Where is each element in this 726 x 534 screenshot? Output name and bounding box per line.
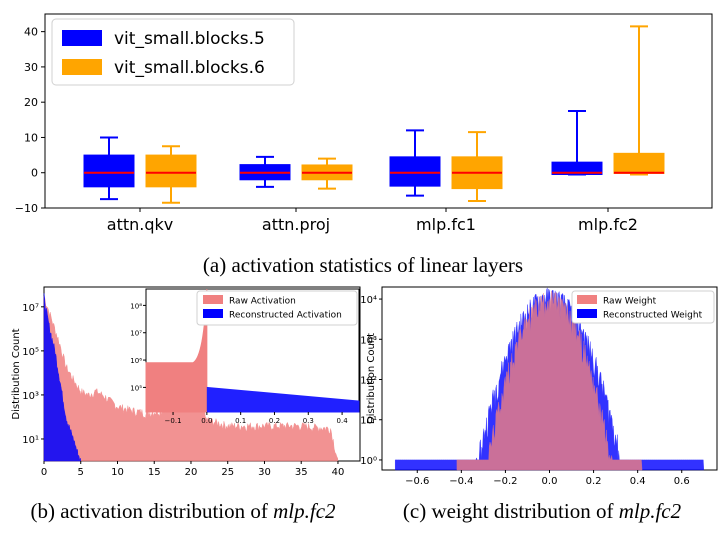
box-vit_small.blocks.6-mlp.fc2 xyxy=(613,25,665,176)
legend-label: vit_small.blocks.6 xyxy=(114,58,265,78)
x-tick-label-b: 25 xyxy=(221,467,234,478)
y-tick-label-c: 10⁴ xyxy=(360,295,377,306)
y-tick-label-b: 10⁵ xyxy=(22,347,39,358)
legend-swatch xyxy=(577,295,597,304)
legend-swatch xyxy=(577,309,597,318)
caption-c: (c) weight distribution of mlp.fc2 xyxy=(403,499,682,523)
x-tick-label-c: −0.4 xyxy=(449,476,473,487)
box-vit_small.blocks.5-mlp.fc1 xyxy=(389,129,441,197)
x-tick-label-b: 15 xyxy=(148,467,161,478)
y-tick-label-a: 40 xyxy=(24,26,38,39)
legend-b: Raw Activation Reconstructed Activation xyxy=(196,290,358,326)
legend-label: Reconstructed Weight xyxy=(603,311,703,321)
x-tick-label-c: 0.2 xyxy=(586,476,602,487)
inset-raw-overlay xyxy=(146,289,207,412)
inset-x-tick-label: 0.3 xyxy=(303,417,314,425)
inset-y-tick-label: 10⁷ xyxy=(130,330,142,338)
y-tick-label-c: 10² xyxy=(360,376,377,387)
x-tick-label-c: −0.2 xyxy=(493,476,517,487)
y-tick-label-c: 10¹ xyxy=(360,416,377,427)
inset-y-tick-label: 10⁸ xyxy=(130,302,142,310)
inset-y-tick-label: 10⁵ xyxy=(130,384,142,392)
box-body xyxy=(551,161,603,175)
x-tick-label-b: 20 xyxy=(185,467,198,478)
caption-a: (a) activation statistics of linear laye… xyxy=(203,253,523,277)
legend-frame xyxy=(196,290,358,326)
y-tick-label-c: 10⁰ xyxy=(360,456,377,467)
x-tick-label-attn.qkv: attn.qkv xyxy=(107,215,173,234)
legend-label: Reconstructed Activation xyxy=(229,311,342,321)
box-body xyxy=(613,152,665,174)
x-tick-label-c: 0.0 xyxy=(542,476,558,487)
x-tick-label-attn.proj: attn.proj xyxy=(262,215,330,234)
y-tick-label-a: 10 xyxy=(24,131,38,144)
y-tick-label-b: 10¹ xyxy=(22,435,39,446)
y-axis-label-b: Distribution Count xyxy=(11,328,22,419)
box-vit_small.blocks.6-attn.proj xyxy=(301,157,353,190)
x-tick-label-mlp.fc1: mlp.fc1 xyxy=(416,215,476,234)
x-tick-label-b: 35 xyxy=(295,467,308,478)
y-tick-label-b: 10³ xyxy=(22,391,39,402)
y-tick-label-c: 10³ xyxy=(360,335,377,346)
x-tick-label-c: 0.6 xyxy=(674,476,690,487)
legend-label: vit_small.blocks.5 xyxy=(114,29,265,49)
box-vit_small.blocks.5-attn.qkv xyxy=(83,136,135,201)
inset-x-tick-label: 0.2 xyxy=(269,417,280,425)
x-tick-label-b: 0 xyxy=(41,467,47,478)
x-tick-label-c: 0.4 xyxy=(630,476,646,487)
x-tick-label-mlp.fc2: mlp.fc2 xyxy=(578,215,638,234)
caption-b: (b) activation distribution of mlp.fc2 xyxy=(30,499,336,523)
reconstructed-activation-area xyxy=(43,293,82,462)
box-vit_small.blocks.6-attn.qkv xyxy=(145,145,197,204)
legend-c: Raw Weight Reconstructed Weight xyxy=(571,290,715,324)
legend-swatch xyxy=(203,295,223,304)
inset-y-tick-label: 10⁶ xyxy=(130,357,142,365)
legend-frame xyxy=(51,18,295,86)
y-axis-label-c: Distribution Count xyxy=(366,333,377,424)
legend-swatch xyxy=(203,309,223,318)
inset-x-tick-label: 0.1 xyxy=(235,417,246,425)
legend-swatch xyxy=(62,59,102,75)
x-tick-label-b: 40 xyxy=(332,467,345,478)
inset-x-tick-label: 0.0 xyxy=(201,417,212,425)
legend-label: Raw Activation xyxy=(229,297,296,307)
plot-frame-a xyxy=(44,13,713,209)
legend-a: vit_small.blocks.5 vit_small.blocks.6 xyxy=(51,18,295,86)
box-vit_small.blocks.5-mlp.fc2 xyxy=(551,110,603,176)
box-vit_small.blocks.6-mlp.fc1 xyxy=(451,131,503,202)
x-tick-label-b: 5 xyxy=(78,467,84,478)
x-tick-label-c: −0.6 xyxy=(405,476,429,487)
legend-label: Raw Weight xyxy=(603,297,657,307)
box-vit_small.blocks.5-attn.proj xyxy=(239,155,291,188)
y-tick-label-b: 10⁷ xyxy=(22,303,39,314)
y-tick-label-a: 20 xyxy=(24,96,38,109)
x-tick-label-b: 30 xyxy=(258,467,271,478)
box-body xyxy=(389,156,441,187)
y-tick-label-a: 30 xyxy=(24,61,38,74)
y-tick-label-a: −10 xyxy=(15,202,38,215)
box-body xyxy=(145,154,197,188)
raw-weight-area xyxy=(456,290,643,471)
x-tick-label-b: 10 xyxy=(111,467,124,478)
inset-x-tick-label: −0.1 xyxy=(165,417,182,425)
inset-x-tick-label: 0.4 xyxy=(337,417,349,425)
y-tick-label-a: 0 xyxy=(31,167,38,180)
legend-frame xyxy=(571,290,715,324)
legend-swatch xyxy=(62,30,102,46)
box-body xyxy=(83,154,135,188)
